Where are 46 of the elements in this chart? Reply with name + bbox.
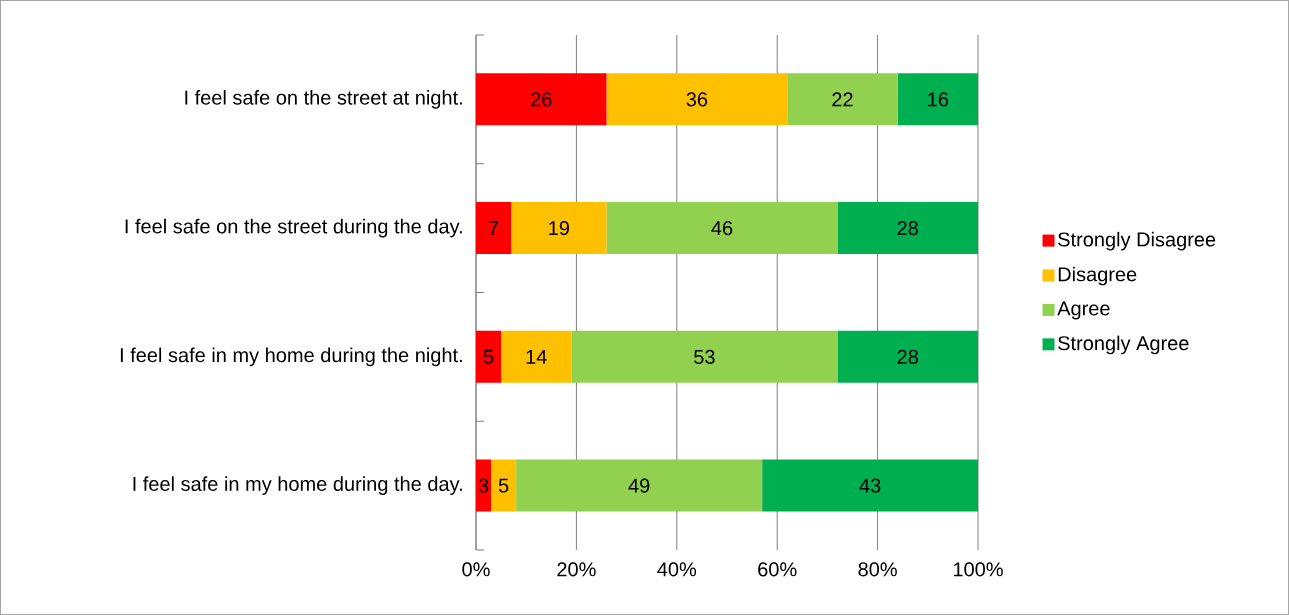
bar: [606, 202, 838, 255]
data-label: 28: [897, 349, 918, 364]
bar: [516, 459, 763, 512]
legend-label: Disagree: [1058, 266, 1137, 286]
data-label: 49: [628, 478, 650, 493]
x-tick-label: 80%: [858, 562, 897, 577]
data-label: 16: [928, 92, 949, 107]
data-label: 3: [478, 478, 489, 493]
data-label: 7: [489, 221, 499, 235]
y-tick-label: I feel safe in my home during the day.: [133, 476, 462, 495]
data-label: 36: [686, 92, 708, 107]
y-tick-label: I feel safe in my home during the night.: [120, 347, 462, 367]
x-tick-label: 20%: [557, 562, 596, 577]
bar: [475, 459, 492, 512]
bar: [762, 459, 979, 512]
x-tick-label: 60%: [758, 562, 797, 577]
y-tick-label: I feel safe on the street during the day.: [125, 218, 462, 238]
legend-label: Strongly Agree: [1058, 335, 1189, 355]
bar: [475, 73, 607, 126]
bar: [475, 202, 512, 255]
x-tick-label: 0%: [462, 562, 490, 577]
bar: [571, 330, 838, 383]
x-tick-label: 100%: [953, 562, 1003, 577]
data-label: 43: [859, 478, 881, 493]
bar: [491, 459, 517, 512]
bar: [787, 73, 898, 126]
data-label: 5: [498, 478, 509, 493]
bar: [501, 330, 572, 383]
data-label: 5: [483, 349, 494, 364]
data-label: 53: [694, 349, 715, 364]
bar: [475, 330, 502, 383]
bar: [837, 330, 979, 383]
bar: [511, 202, 607, 255]
bar: [837, 202, 979, 255]
bar: [606, 73, 788, 126]
data-label: 26: [531, 92, 552, 107]
x-tick-label: 40%: [657, 562, 697, 577]
y-tick-label: I feel safe on the street at night.: [185, 90, 462, 109]
bar: [897, 73, 979, 126]
legend-label: Agree: [1057, 301, 1110, 320]
data-label: 14: [526, 349, 547, 364]
data-label: 22: [832, 92, 853, 107]
legend-label: Strongly Disagree: [1058, 231, 1216, 251]
data-label: 28: [897, 221, 918, 236]
data-label: 46: [711, 221, 733, 236]
data-label: 19: [549, 221, 569, 236]
